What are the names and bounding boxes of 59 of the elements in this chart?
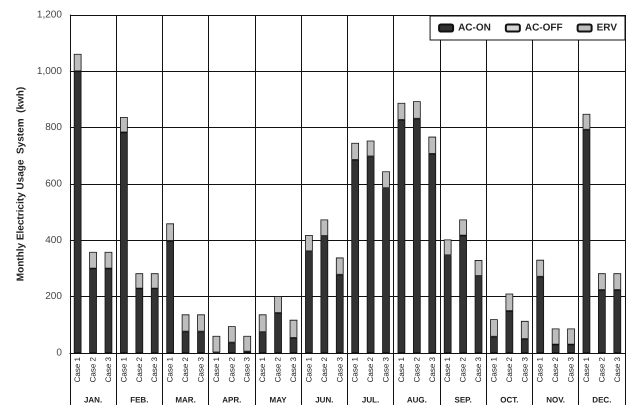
x-tick-label: Case 3 [474, 356, 484, 382]
y-axis-title: Monthly Electricity Usage System (kwh) [16, 86, 26, 282]
text: JUN. [315, 396, 334, 404]
text: SEP. [454, 396, 472, 404]
text: DEC. [592, 396, 612, 404]
text: AUG. [406, 396, 427, 404]
x-tick-label: Case 3 [566, 356, 576, 382]
x-tick-label: Case 3 [520, 356, 530, 382]
x-tick-label: Case 3 [382, 356, 391, 382]
x-tick-label: Case 3 [150, 356, 160, 382]
x-tick-label: Case 1 [350, 356, 360, 382]
text: JAN. [84, 396, 102, 404]
x-tick-label: Case 3 [242, 356, 252, 382]
text: APR. [222, 396, 242, 404]
x-tick-label: Case 1 [582, 356, 591, 382]
legend-label: AC-ON [458, 22, 491, 34]
x-tick-label: Case 3 [612, 356, 622, 382]
text: MAY [270, 396, 288, 404]
y-tick-label: 800 [45, 122, 62, 134]
x-tick-label: Case 1 [166, 356, 175, 382]
legend-label: AC-OFF [524, 22, 563, 34]
x-tick-label: Case 2 [597, 356, 606, 382]
x-tick-label: Case 2 [504, 356, 514, 382]
x-tick-label: Case 1 [489, 356, 498, 382]
x-tick-label: Case 2 [227, 356, 236, 382]
y-tick-label: 1,200 [36, 10, 62, 20]
x-tick-label: Case 3 [335, 356, 344, 382]
x-tick-label: Case 1 [73, 356, 82, 382]
text: FEB. [130, 396, 148, 404]
x-tick-label: Case 1 [443, 356, 452, 382]
x-tick-label: Case 2 [88, 356, 98, 382]
text: OCT. [500, 396, 518, 404]
x-tick-label: Case 3 [104, 356, 113, 382]
x-tick-label: Case 2 [551, 356, 560, 382]
text: JUL. [362, 396, 380, 404]
x-tick-label: Case 1 [258, 356, 268, 382]
y-tick-label: 1,000 [36, 66, 62, 77]
x-tick-label: Case 3 [196, 356, 206, 382]
x-tick-label: Case 2 [274, 356, 283, 382]
x-tick-label: Case 3 [428, 356, 437, 382]
text: MAR. [175, 396, 196, 404]
x-tick-label: Case 2 [181, 356, 190, 382]
x-tick-label: Case 2 [320, 356, 329, 382]
x-tick-label: Case 1 [396, 356, 406, 382]
x-tick-label: Case 1 [536, 356, 545, 382]
x-tick-label: Case 1 [119, 356, 128, 382]
y-tick-label: 600 [45, 178, 62, 190]
x-tick-label: Case 2 [366, 356, 376, 382]
legend-label: ERV [596, 22, 618, 34]
x-tick-label: Case 1 [304, 356, 314, 382]
x-tick-label: Case 2 [412, 356, 422, 382]
text: NOV. [546, 396, 566, 404]
x-tick-label: Case 1 [212, 356, 221, 382]
y-tick-label: 400 [45, 234, 62, 246]
y-tick-label: 0 [56, 348, 62, 358]
x-tick-label: Case 3 [288, 356, 298, 382]
x-tick-label: Case 2 [134, 356, 144, 382]
x-tick-label: Case 2 [458, 356, 468, 382]
y-tick-label: 200 [45, 291, 62, 302]
